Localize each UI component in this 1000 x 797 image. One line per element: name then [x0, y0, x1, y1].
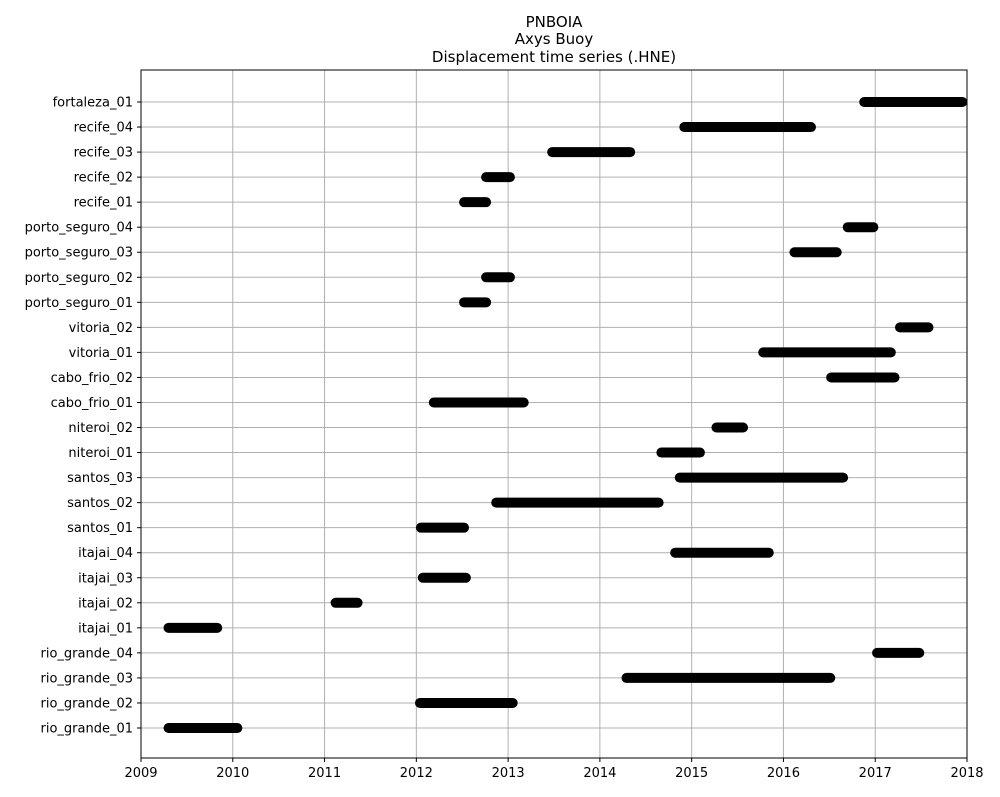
x-tick-label: 2015 — [675, 766, 708, 781]
y-tick-label: itajai_03 — [78, 571, 133, 586]
y-tick-label: rio_grande_01 — [40, 722, 133, 737]
x-tick-label: 2010 — [216, 766, 249, 781]
y-tick-label: recife_03 — [74, 146, 133, 161]
chart-title: PNBOIA — [526, 13, 584, 31]
plot-area-frame — [140, 69, 968, 759]
y-tick-label: rio_grande_03 — [40, 671, 133, 686]
y-tick-label: santos_02 — [67, 496, 133, 511]
chart-subtitle-1: Axys Buoy — [515, 30, 594, 48]
y-tick-label: itajai_01 — [78, 621, 133, 636]
y-tick-label: fortaleza_01 — [53, 96, 133, 111]
y-tick-label: cabo_frio_01 — [51, 396, 133, 411]
y-tick-label: porto_seguro_01 — [25, 296, 133, 311]
data-bars — [163, 97, 968, 733]
x-tick-label: 2017 — [859, 766, 892, 781]
x-tick-label: 2012 — [400, 766, 433, 781]
y-tick-label: santos_03 — [67, 471, 133, 486]
y-tick-label: recife_02 — [74, 171, 133, 186]
chart-subtitle-2: Displacement time series (.HNE) — [432, 48, 676, 66]
x-tick-label: 2009 — [124, 766, 157, 781]
x-tick-label: 2013 — [492, 766, 525, 781]
y-tick-label: recife_01 — [74, 196, 133, 211]
y-tick-label: cabo_frio_02 — [51, 371, 133, 386]
axis-ticks: 2009 2010 2011 2012 2013 2014 2015 2016 2017 2018… — [25, 96, 984, 782]
y-tick-label: niteroi_01 — [68, 446, 133, 461]
y-tick-label: vitoria_01 — [69, 346, 133, 361]
y-tick-label: vitoria_02 — [69, 321, 133, 336]
y-tick-label: santos_01 — [67, 521, 133, 536]
y-tick-label: porto_seguro_04 — [25, 221, 133, 236]
x-tick-label: 2014 — [583, 766, 616, 781]
y-tick-label: porto_seguro_03 — [25, 246, 133, 261]
x-tick-label: 2011 — [308, 766, 341, 781]
y-tick-label: recife_04 — [74, 121, 133, 136]
x-tick-label: 2016 — [767, 766, 800, 781]
grid-lines — [140, 70, 968, 758]
x-tick-label: 2018 — [950, 766, 983, 781]
y-tick-label: itajai_02 — [78, 596, 133, 611]
y-tick-label: niteroi_02 — [68, 421, 133, 436]
y-tick-label: rio_grande_04 — [40, 646, 133, 661]
y-tick-label: itajai_04 — [78, 546, 133, 561]
y-tick-label: rio_grande_02 — [40, 696, 133, 711]
y-tick-label: porto_seguro_02 — [25, 271, 133, 286]
